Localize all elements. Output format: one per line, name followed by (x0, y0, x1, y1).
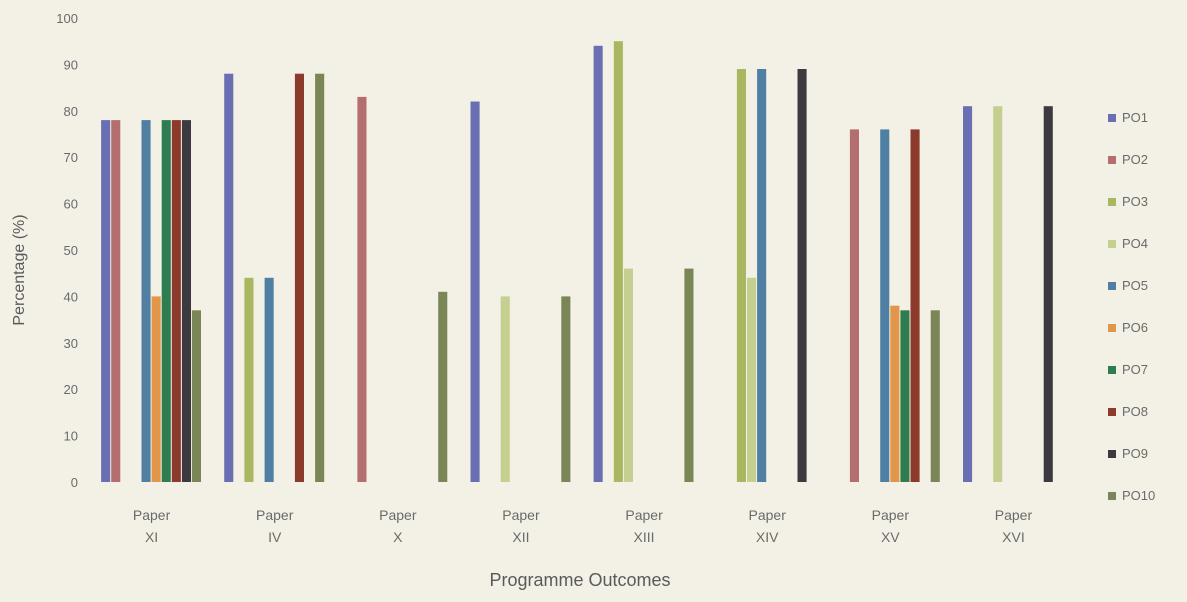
legend-swatch-po7 (1108, 366, 1116, 374)
bar-po10-cat2 (315, 73, 325, 482)
bar-po3-cat6 (736, 69, 746, 482)
bar-po10-cat3 (438, 291, 448, 482)
y-tick-label: 20 (64, 382, 78, 397)
legend-swatch-po4 (1108, 240, 1116, 248)
y-tick-label: 60 (64, 197, 78, 212)
legend: PO1 PO2 PO3 PO4 PO5 PO6 PO7 PO8 PO9 PO10 (1108, 110, 1155, 503)
legend-label-po4: PO4 (1122, 236, 1148, 251)
bar-po10-cat1 (191, 310, 201, 482)
bar-po2-cat1 (111, 120, 121, 482)
y-tick-label: 50 (64, 243, 78, 258)
legend-label-po8: PO8 (1122, 404, 1148, 419)
legend-label-po9: PO9 (1122, 446, 1148, 461)
legend-swatch-po1 (1108, 114, 1116, 122)
bar-po10-cat7 (930, 310, 940, 482)
x-tick-label: Paper (749, 507, 787, 523)
legend-swatch-po10 (1108, 492, 1116, 500)
legend-swatch-po2 (1108, 156, 1116, 164)
legend-label-po10: PO10 (1122, 488, 1155, 503)
bar-po9-cat1 (181, 120, 191, 482)
bar-po9-cat6 (797, 69, 807, 482)
x-tick-label: XIV (756, 529, 779, 545)
x-axis-label: Programme Outcomes (489, 570, 670, 590)
y-tick-label: 40 (64, 289, 78, 304)
bar-po6-cat7 (890, 305, 900, 482)
bar-po4-cat5 (623, 268, 633, 482)
bar-po8-cat1 (171, 120, 181, 482)
legend-swatch-po8 (1108, 408, 1116, 416)
x-tick-label: Paper (502, 507, 540, 523)
legend-swatch-po9 (1108, 450, 1116, 458)
bar-po2-cat7 (849, 129, 859, 482)
bar-po8-cat7 (910, 129, 920, 482)
y-tick-label: 30 (64, 336, 78, 351)
bar-po10-cat4 (561, 296, 571, 482)
y-axis-ticks: 0 10 20 30 40 50 60 70 80 90 100 (56, 11, 78, 490)
x-tick-label: XI (145, 529, 158, 545)
bar-po3-cat5 (613, 41, 623, 482)
x-tick-label: IV (268, 529, 282, 545)
bar-po7-cat1 (161, 120, 171, 482)
bar-po2-cat3 (357, 96, 367, 483)
y-tick-label: 80 (64, 104, 78, 119)
bar-po7-cat7 (900, 310, 910, 482)
x-tick-label: XIII (634, 529, 655, 545)
bar-po5-cat2 (264, 277, 274, 482)
bar-po5-cat6 (757, 69, 767, 482)
legend-label-po1: PO1 (1122, 110, 1148, 125)
x-tick-label: XII (512, 529, 529, 545)
bar-po9-cat8 (1043, 106, 1053, 482)
x-tick-label: Paper (379, 507, 417, 523)
legend-label-po6: PO6 (1122, 320, 1148, 335)
x-tick-label: XVI (1002, 529, 1025, 545)
bar-po6-cat1 (151, 296, 161, 482)
y-tick-label: 0 (71, 475, 78, 490)
legend-swatch-po3 (1108, 198, 1116, 206)
bar-po3-cat2 (244, 277, 254, 482)
bar-po1-cat5 (593, 45, 603, 483)
y-tick-label: 70 (64, 150, 78, 165)
x-tick-label: XV (881, 529, 900, 545)
bar-po1-cat1 (101, 120, 111, 482)
x-tick-label: Paper (133, 507, 171, 523)
bar-po1-cat8 (963, 106, 973, 482)
x-axis-ticks: Paper XI Paper IV Paper X Paper XII Paper XIII Pap… (133, 507, 1033, 545)
bar-po4-cat8 (993, 106, 1003, 482)
y-tick-label: 100 (56, 11, 78, 26)
y-axis-label: Percentage (%) (11, 214, 28, 325)
x-tick-label: X (393, 529, 403, 545)
legend-label-po2: PO2 (1122, 152, 1148, 167)
bar-po5-cat7 (880, 129, 890, 482)
y-tick-label: 90 (64, 57, 78, 72)
bar-po1-cat4 (470, 101, 480, 482)
bar-po4-cat4 (500, 296, 510, 482)
bar-po10-cat5 (684, 268, 694, 482)
x-tick-label: Paper (625, 507, 663, 523)
bar-po1-cat2 (224, 73, 234, 482)
bar-po4-cat6 (747, 277, 757, 482)
y-tick-label: 10 (64, 429, 78, 444)
bars-layer (101, 41, 1053, 483)
x-tick-label: Paper (256, 507, 294, 523)
legend-label-po3: PO3 (1122, 194, 1148, 209)
bar-po8-cat2 (294, 73, 304, 482)
legend-swatch-po5 (1108, 282, 1116, 290)
x-tick-label: Paper (995, 507, 1033, 523)
bar-po5-cat1 (141, 120, 151, 482)
legend-swatch-po6 (1108, 324, 1116, 332)
legend-label-po7: PO7 (1122, 362, 1148, 377)
legend-label-po5: PO5 (1122, 278, 1148, 293)
x-tick-label: Paper (872, 507, 910, 523)
